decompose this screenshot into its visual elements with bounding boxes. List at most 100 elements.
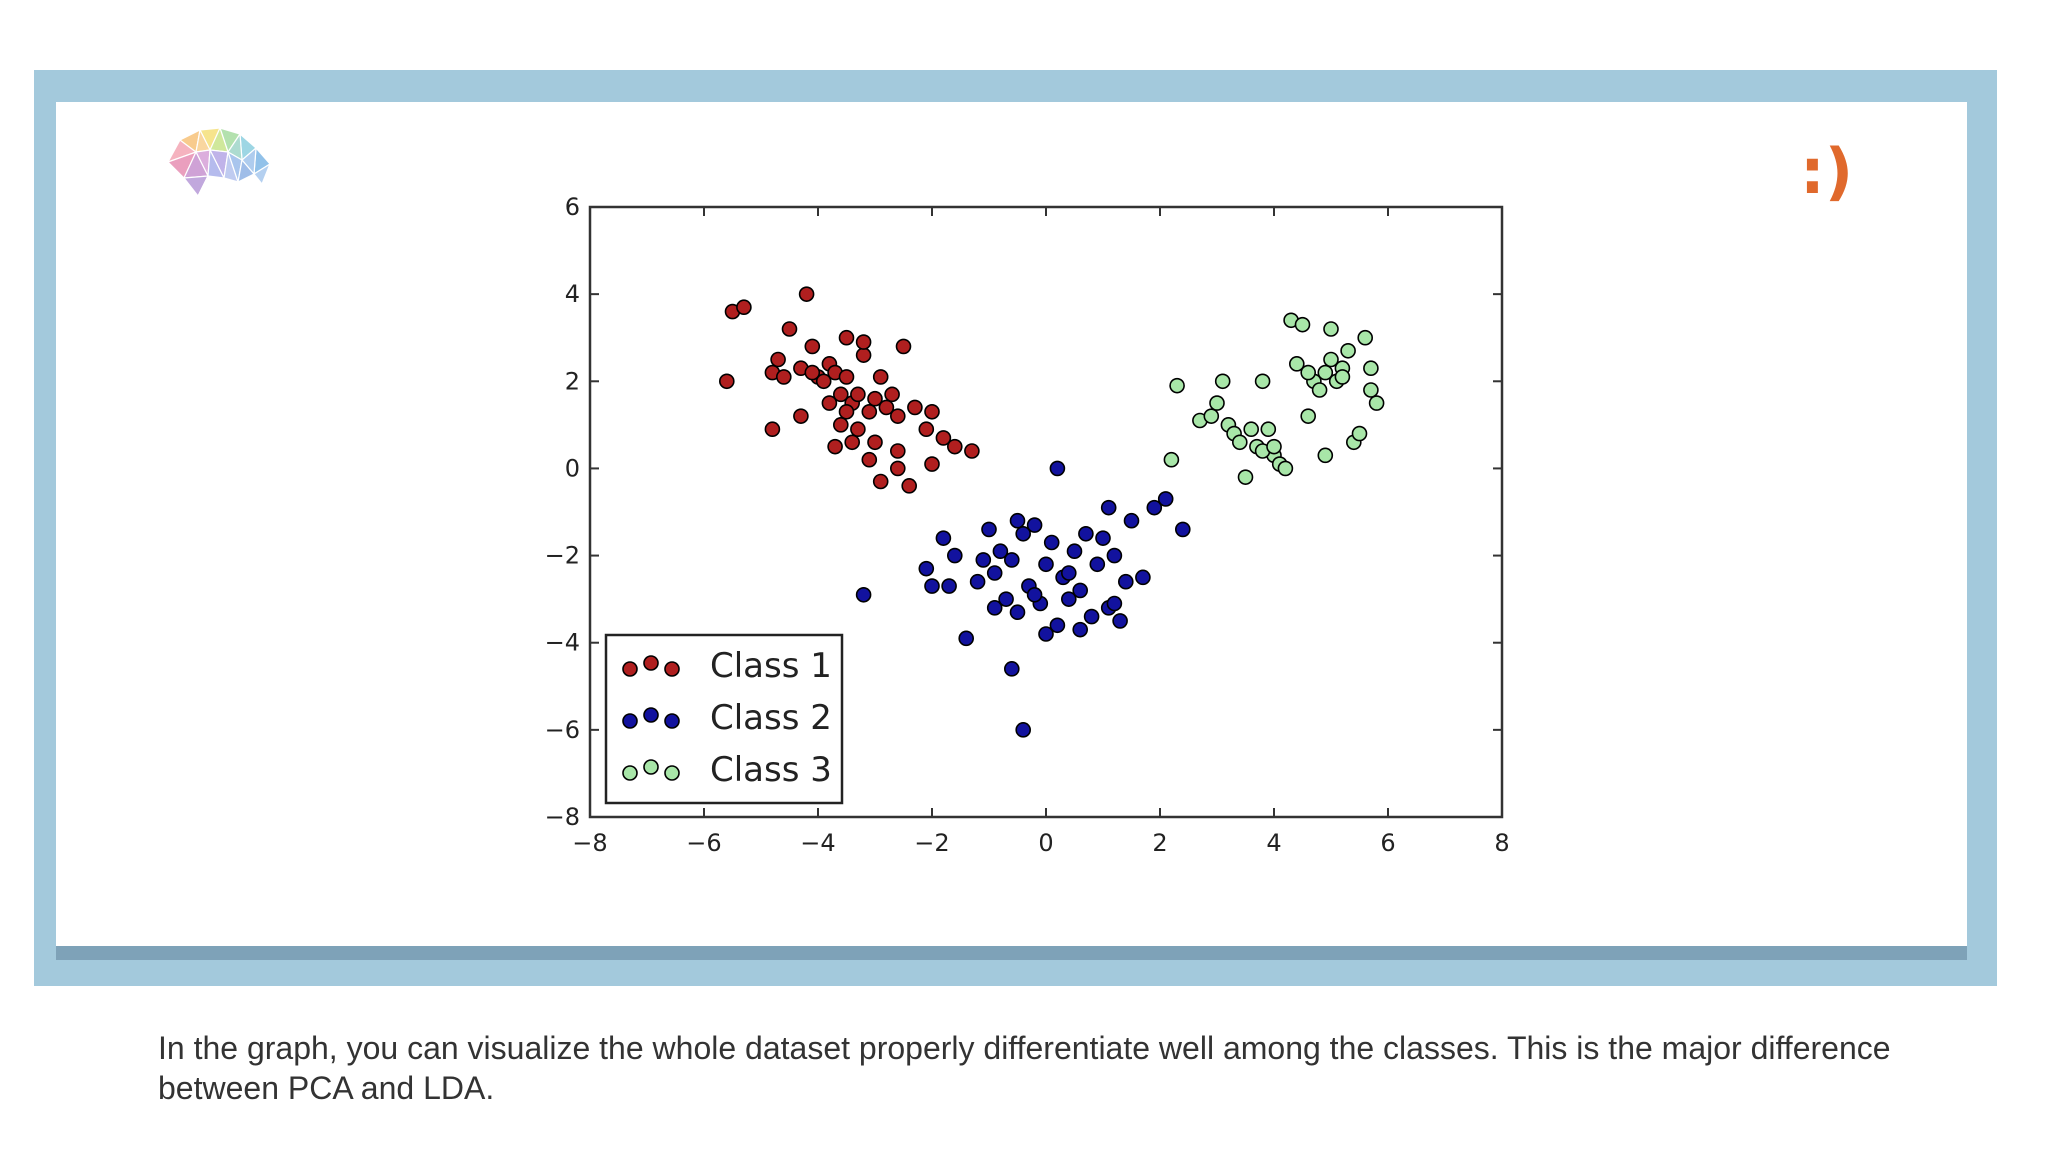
data-point-class-3 — [1294, 316, 1311, 333]
data-point-class-1 — [804, 364, 821, 381]
data-point-class-2 — [946, 547, 963, 564]
data-point-class-2 — [1066, 543, 1083, 560]
data-point-class-2 — [1078, 525, 1094, 542]
data-point-class-2 — [1060, 591, 1077, 607]
data-point-class-1 — [889, 460, 906, 477]
data-point-class-2 — [918, 560, 935, 577]
data-point-class-1 — [827, 438, 843, 455]
data-point-class-2 — [1049, 460, 1066, 477]
data-point-class-1 — [867, 390, 883, 407]
data-point-class-1 — [764, 421, 781, 438]
data-point-class-1 — [901, 478, 918, 494]
data-point-class-1 — [793, 408, 809, 424]
data-point-class-1 — [815, 373, 832, 390]
data-point-class-1 — [850, 386, 866, 403]
y-tick-label: −4 — [545, 629, 580, 657]
data-point-class-1 — [872, 473, 889, 490]
data-point-class-2 — [1003, 552, 1020, 568]
legend-marker-class-2 — [622, 713, 638, 729]
data-point-class-1 — [924, 403, 940, 420]
data-point-class-1 — [861, 451, 878, 468]
slide-shadow — [56, 946, 1967, 960]
legend-marker-class-2 — [643, 707, 659, 723]
data-point-class-2 — [1038, 626, 1054, 642]
data-point-class-3 — [1317, 447, 1334, 464]
legend-marker-class-1 — [664, 661, 680, 677]
data-point-class-2 — [1015, 525, 1032, 542]
data-point-class-2 — [1038, 556, 1054, 573]
data-point-class-2 — [1009, 604, 1026, 621]
data-point-class-3 — [1323, 321, 1339, 337]
data-point-class-1 — [736, 299, 752, 316]
data-point-class-1 — [889, 443, 906, 459]
data-point-class-1 — [821, 395, 838, 411]
data-point-class-1 — [872, 369, 889, 385]
x-tick-label: 8 — [1494, 829, 1509, 857]
data-point-class-3 — [1203, 408, 1220, 424]
data-point-class-3 — [1368, 395, 1385, 411]
data-point-class-1 — [804, 338, 821, 355]
y-tick-label: 6 — [565, 193, 580, 221]
data-point-class-1 — [838, 369, 855, 385]
y-tick-label: −8 — [545, 803, 580, 831]
data-point-class-2 — [1123, 512, 1140, 529]
x-tick-label: −8 — [572, 829, 607, 857]
data-point-class-2 — [924, 578, 940, 594]
x-tick-label: 6 — [1380, 829, 1395, 857]
data-point-class-2 — [1049, 617, 1066, 634]
data-point-class-1 — [964, 443, 980, 459]
data-point-class-2 — [1174, 521, 1191, 538]
data-point-class-3 — [1209, 395, 1225, 411]
legend-marker-class-3 — [622, 765, 638, 781]
data-point-class-2 — [1106, 595, 1123, 612]
data-point-class-1 — [838, 403, 855, 420]
data-point-class-1 — [889, 408, 906, 424]
y-tick-label: 2 — [565, 367, 580, 395]
legend-label-class-3: Class 3 — [710, 750, 832, 790]
data-point-class-1 — [855, 334, 872, 350]
data-point-class-2 — [1157, 491, 1174, 507]
x-tick-label: −6 — [686, 829, 721, 857]
y-tick-label: 0 — [565, 454, 580, 482]
data-point-class-3 — [1323, 351, 1339, 368]
data-point-class-1 — [798, 286, 815, 302]
x-tick-label: −2 — [914, 829, 949, 857]
data-point-class-3 — [1340, 342, 1356, 359]
legend-marker-class-3 — [664, 765, 680, 781]
data-point-class-3 — [1243, 421, 1260, 438]
data-point-class-2 — [1146, 499, 1163, 516]
data-point-class-2 — [935, 530, 952, 546]
data-point-class-3 — [1363, 360, 1379, 377]
data-point-class-1 — [832, 417, 849, 433]
data-point-class-1 — [918, 421, 935, 438]
x-tick-label: −4 — [800, 829, 835, 857]
legend-marker-class-2 — [664, 713, 680, 729]
data-point-class-2 — [1009, 512, 1026, 529]
data-point-class-1 — [832, 386, 849, 403]
data-point-class-1 — [850, 421, 866, 438]
data-point-class-1 — [844, 434, 861, 451]
data-point-class-3 — [1334, 369, 1351, 385]
x-tick-label: 2 — [1152, 829, 1167, 857]
scatter-chart: −8 −6 −4 −2 0 2 4 6 8 −8 −6 −4 −2 0 2 4 6 Class 1 Class 2 C… — [545, 193, 1510, 857]
data-point-class-3 — [1317, 364, 1334, 381]
brain-icon — [166, 126, 272, 207]
data-point-class-1 — [770, 351, 786, 368]
data-point-class-2 — [1089, 556, 1106, 573]
x-tick-label: 4 — [1266, 829, 1281, 857]
legend-label-class-1: Class 1 — [710, 646, 832, 686]
data-point-class-3 — [1288, 356, 1305, 372]
data-point-class-2 — [1117, 573, 1134, 590]
data-point-class-2 — [1072, 582, 1089, 599]
data-point-class-2 — [1060, 565, 1077, 581]
data-point-class-2 — [1026, 586, 1043, 603]
data-point-class-3 — [1169, 377, 1185, 394]
data-point-class-2 — [1083, 608, 1100, 625]
data-point-class-2 — [1072, 621, 1089, 638]
data-point-class-1 — [935, 430, 952, 446]
data-point-class-1 — [878, 399, 895, 416]
data-point-class-3 — [1300, 364, 1317, 381]
data-point-class-2 — [1112, 613, 1128, 629]
data-point-class-1 — [895, 338, 912, 355]
data-point-class-1 — [907, 399, 923, 416]
